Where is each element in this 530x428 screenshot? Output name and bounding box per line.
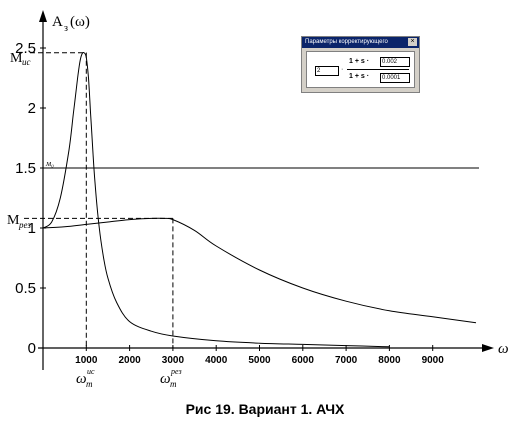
axes xyxy=(38,10,494,370)
x-tick-label: 2000 xyxy=(118,355,141,366)
dot-operator: · xyxy=(341,66,344,73)
x-tick-label: 6000 xyxy=(292,355,315,366)
x-axis-arrow xyxy=(482,344,494,352)
guide-lines xyxy=(24,52,479,348)
y-axis-label-main: A xyxy=(52,14,63,30)
y-tick-label: 1 xyxy=(28,220,36,237)
omega-rez-sub: m xyxy=(170,379,177,389)
x-tick-label: 9000 xyxy=(422,355,445,366)
omega-lc-sub: m xyxy=(86,379,93,389)
numerator-field[interactable]: 0.002 xyxy=(380,57,410,67)
M0-label: м₀ xyxy=(45,159,54,168)
x-axis-label: ω xyxy=(498,341,509,357)
series-lines xyxy=(42,51,477,348)
y-axis-label-sub: з xyxy=(64,23,68,34)
omega-rez-main: ω xyxy=(160,371,171,387)
close-icon[interactable]: × xyxy=(408,38,417,46)
y-axis-label-arg: (ω) xyxy=(70,14,90,30)
figure-caption: Рис 19. Вариант 1. АЧХ xyxy=(185,401,345,417)
omega-lc-main: ω xyxy=(76,371,87,387)
series-line-2 xyxy=(42,217,477,324)
M-rez-main: M xyxy=(7,213,20,228)
y-tick-label: 0 xyxy=(28,340,36,357)
correction-params-dialog[interactable]: Параметры корректирующего × 2 · 1 + s · … xyxy=(301,36,420,93)
x-tick-label: 7000 xyxy=(335,355,358,366)
x-tick-label: 1000 xyxy=(75,355,98,366)
omega-lc-sup: ис xyxy=(87,367,95,376)
x-tick-label: 4000 xyxy=(205,355,228,366)
dialog-formula-panel: 2 · 1 + s · 0.002 1 + s · 0.0001 xyxy=(306,51,415,88)
y-tick-label: 0.5 xyxy=(15,280,36,297)
y-tick-label: 1.5 xyxy=(15,160,36,177)
omega-rez-sup: рез xyxy=(170,367,182,376)
fraction-bar xyxy=(347,69,409,70)
gain-field[interactable]: 2 xyxy=(315,66,339,76)
y-tick-label: 2 xyxy=(28,100,36,117)
x-tick-label: 5000 xyxy=(248,355,271,366)
M-lc-sub: ис xyxy=(22,57,31,67)
denominator-prefix: 1 + s · xyxy=(349,73,370,80)
x-tick-label: 3000 xyxy=(162,355,185,366)
denominator-field[interactable]: 0.0001 xyxy=(380,73,410,83)
numerator-prefix: 1 + s · xyxy=(349,58,370,65)
x-tick-label: 8000 xyxy=(378,355,401,366)
y-axis-arrow xyxy=(39,10,47,22)
series-line-1 xyxy=(42,51,390,348)
dialog-title-bar[interactable]: Параметры корректирующего × xyxy=(302,37,419,48)
dialog-title: Параметры корректирующего xyxy=(305,39,388,45)
M-rez-sub: рез xyxy=(18,220,31,230)
M-lc-main: M xyxy=(10,51,23,66)
